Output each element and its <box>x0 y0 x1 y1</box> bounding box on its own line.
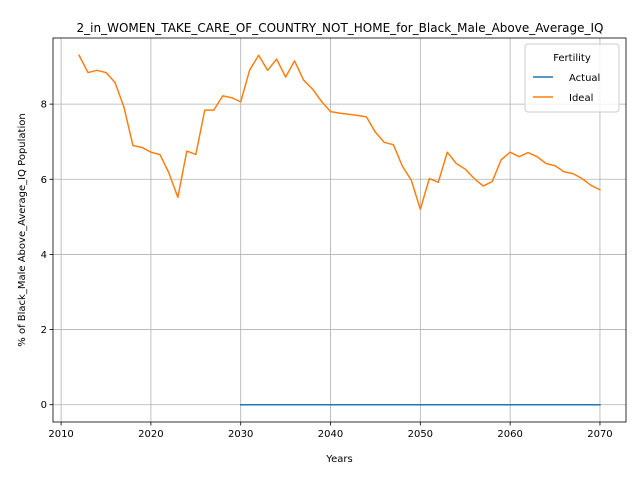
y-tick-label: 4 <box>41 250 47 261</box>
legend-label-actual: Actual <box>569 73 600 84</box>
legend-box <box>524 43 620 113</box>
series-line-ideal <box>78 54 601 211</box>
x-tick-label: 2060 <box>497 429 522 440</box>
x-tick-label: 2050 <box>408 429 433 440</box>
y-tick-label: 8 <box>41 100 47 111</box>
x-axis: 2010 2020 2030 2040 2050 2060 2070 <box>48 422 613 440</box>
series-layer <box>78 54 601 406</box>
y-axis-label: % of Black_Male Above_Average_IQ Populat… <box>17 113 28 346</box>
x-tick-label: 2070 <box>587 429 612 440</box>
plot-frame <box>52 37 627 423</box>
legend: Fertility Actual Ideal <box>524 43 620 113</box>
y-tick-label: 0 <box>41 400 47 411</box>
legend-label-ideal: Ideal <box>569 93 593 104</box>
x-tick-label: 2040 <box>318 429 343 440</box>
y-axis: 0 2 4 6 8 <box>41 100 53 411</box>
chart-title: 2_in_WOMEN_TAKE_CARE_OF_COUNTRY_NOT_HOME… <box>77 21 604 35</box>
legend-title: Fertility <box>553 53 591 64</box>
x-tick-label: 2010 <box>48 429 73 440</box>
x-tick-label: 2020 <box>138 429 163 440</box>
y-tick-label: 2 <box>41 325 47 336</box>
x-axis-label: Years <box>325 454 352 465</box>
x-tick-label: 2030 <box>228 429 253 440</box>
y-tick-label: 6 <box>41 175 47 186</box>
